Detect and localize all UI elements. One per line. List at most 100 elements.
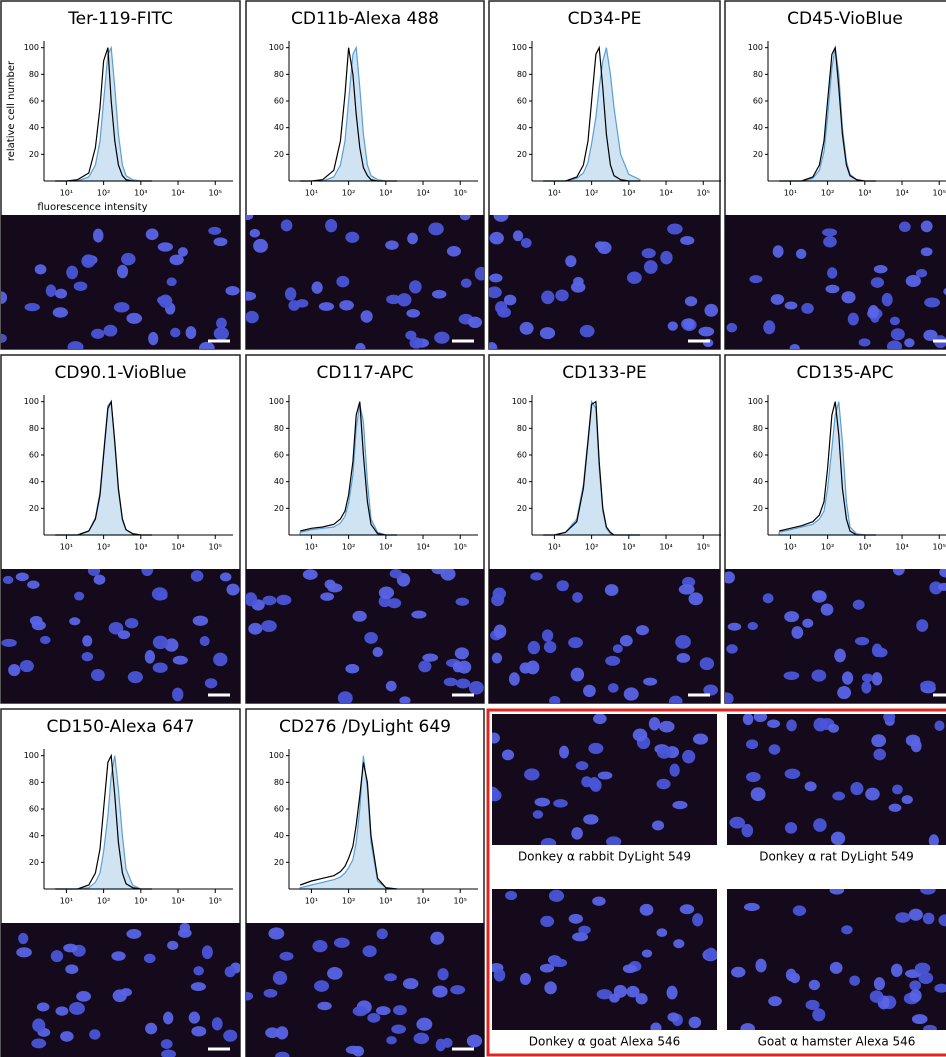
nucleus xyxy=(544,981,557,995)
micrograph-bg xyxy=(725,569,946,703)
y-tick-label: 100 xyxy=(512,397,527,406)
nucleus xyxy=(639,903,654,916)
nucleus xyxy=(389,569,403,579)
x-tick-label: 10¹ xyxy=(784,189,797,198)
y-tick-label: 60 xyxy=(274,97,284,106)
micrograph-bg xyxy=(492,889,717,1030)
nucleus xyxy=(65,964,79,975)
y-tick-label: 20 xyxy=(753,504,763,513)
nucleus xyxy=(376,928,388,940)
nucleus xyxy=(749,275,763,284)
nucleus xyxy=(643,260,658,274)
nucleus xyxy=(73,281,88,291)
micrograph xyxy=(489,569,720,703)
nucleus xyxy=(641,248,656,259)
nucleus xyxy=(530,572,543,581)
nucleus xyxy=(50,950,64,963)
nucleus xyxy=(541,629,554,642)
nucleus xyxy=(572,592,583,603)
nucleus xyxy=(729,816,746,829)
nucleus xyxy=(534,797,551,807)
nucleus xyxy=(920,680,936,691)
nucleus xyxy=(288,300,300,311)
nucleus xyxy=(626,985,640,998)
micrograph xyxy=(246,569,484,703)
nucleus xyxy=(385,680,397,692)
nucleus xyxy=(541,290,555,305)
nucleus xyxy=(367,1012,381,1023)
y-tick-label: 20 xyxy=(29,858,39,867)
nucleus xyxy=(673,939,685,949)
nucleus xyxy=(675,634,691,649)
nucleus xyxy=(786,719,797,732)
nucleus xyxy=(688,1016,702,1029)
nucleus xyxy=(188,1011,201,1024)
nucleus xyxy=(190,570,204,582)
nucleus xyxy=(226,583,240,596)
nucleus xyxy=(920,220,933,233)
nucleus xyxy=(246,291,257,301)
nucleus xyxy=(411,610,427,619)
nucleus xyxy=(570,667,585,682)
chart-title: CD150-Alexa 647 xyxy=(46,717,194,737)
histogram xyxy=(543,45,640,182)
x-tick-label: 10⁵ xyxy=(697,543,710,552)
nucleus xyxy=(163,1011,174,1025)
nucleus xyxy=(66,265,79,280)
nucleus xyxy=(208,226,222,235)
nucleus xyxy=(549,695,561,703)
nucleus xyxy=(493,968,506,982)
micrograph xyxy=(489,215,720,349)
nucleus xyxy=(825,284,840,294)
nucleus xyxy=(869,990,884,1003)
nucleus xyxy=(924,297,941,308)
nucleus xyxy=(185,326,197,340)
nucleus xyxy=(431,289,447,299)
x-tick-label: 10³ xyxy=(379,189,392,198)
control-label: Donkey α rat DyLight 549 xyxy=(759,850,914,864)
nucleus xyxy=(501,749,515,761)
nucleus xyxy=(592,896,606,906)
nucleus xyxy=(493,215,509,222)
nucleus xyxy=(443,677,458,687)
nucleus xyxy=(55,1006,69,1016)
nucleus xyxy=(725,571,735,584)
nucleus xyxy=(45,284,57,297)
chart-title: CD45-VioBlue xyxy=(787,9,903,29)
nucleus xyxy=(597,241,612,255)
nucleus xyxy=(811,669,827,682)
nucleus xyxy=(669,763,680,777)
nucleus xyxy=(312,939,328,953)
chart-title: CD133-PE xyxy=(562,363,647,383)
nucleus xyxy=(789,343,800,349)
y-tick-label: 20 xyxy=(29,504,39,513)
chart-title: Ter-119-FITC xyxy=(67,9,173,29)
y-tick-label: 40 xyxy=(517,477,527,486)
nucleus xyxy=(823,236,837,248)
nucleus xyxy=(683,318,695,330)
nucleus xyxy=(262,595,277,606)
nucleus xyxy=(489,273,503,283)
nucleus xyxy=(90,669,105,682)
x-tick-label: 10² xyxy=(585,543,598,552)
nucleus xyxy=(904,338,915,348)
nucleus xyxy=(268,927,285,940)
y-tick-label: 100 xyxy=(269,751,284,760)
nucleus xyxy=(635,993,648,1005)
nucleus xyxy=(263,988,278,998)
nucleus xyxy=(152,635,168,650)
nucleus xyxy=(648,717,661,731)
micrograph-bg xyxy=(727,714,946,845)
nucleus xyxy=(81,651,94,662)
nucleus xyxy=(804,781,817,792)
nucleus xyxy=(911,1014,928,1025)
nucleus xyxy=(408,280,422,294)
nucleus xyxy=(520,237,532,248)
nucleus xyxy=(559,745,570,759)
x-tick-label: 10² xyxy=(97,897,110,906)
nucleus xyxy=(512,230,524,242)
x-tick-label: 10¹ xyxy=(305,189,318,198)
nucleus xyxy=(699,657,715,671)
nucleus xyxy=(434,331,450,344)
y-tick-label: 40 xyxy=(274,123,284,132)
